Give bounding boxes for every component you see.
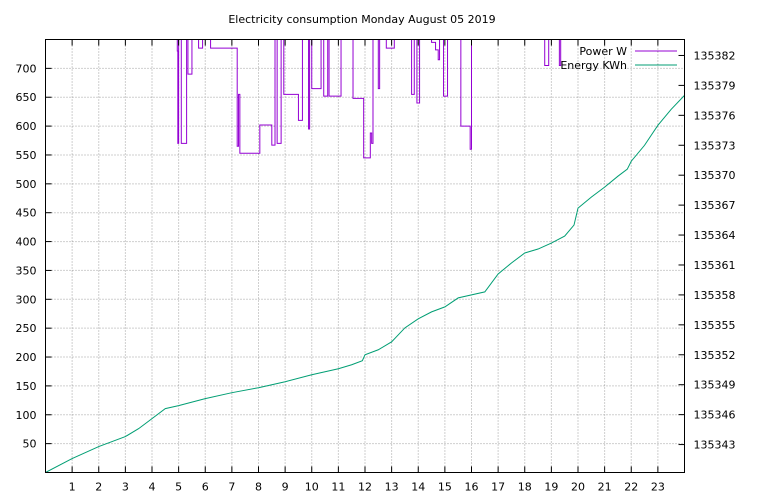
y-left-tick-label: 650	[16, 91, 37, 104]
y-left-tick-label: 500	[16, 178, 37, 191]
y-right-tick-label: 135355	[694, 319, 736, 332]
y-right-tick-label: 135349	[694, 379, 736, 392]
axes: 1 2 3 4 5 6 7 8 9 10 11 12 13 14 15 16 17 18 19 20 21 22 23501…	[16, 39, 736, 494]
x-tick-label: 9	[282, 481, 289, 494]
y-right-tick-label: 135379	[694, 79, 736, 92]
y-right-tick-label: 135373	[694, 139, 736, 152]
y-left-tick-label: 250	[16, 322, 37, 335]
y-left-tick-label: 450	[16, 207, 37, 220]
legend-label: Energy KWh	[560, 59, 627, 72]
x-tick-label: 23	[651, 481, 665, 494]
x-tick-label: 18	[518, 481, 532, 494]
x-tick-label: 15	[438, 481, 452, 494]
x-tick-label: 7	[228, 481, 235, 494]
y-right-tick-label: 135376	[694, 109, 736, 122]
y-left-tick-label: 700	[16, 62, 37, 75]
y-right-tick-label: 135352	[694, 349, 736, 362]
y-right-tick-label: 135382	[694, 49, 736, 62]
y-left-tick-label: 200	[16, 351, 37, 364]
y-left-tick-label: 400	[16, 236, 37, 249]
y-left-tick-label: 100	[16, 409, 37, 422]
x-tick-label: 12	[358, 481, 372, 494]
series-layer	[45, 39, 685, 473]
x-tick-label: 2	[95, 481, 102, 494]
y-right-tick-label: 135346	[694, 409, 736, 422]
x-tick-label: 21	[598, 481, 612, 494]
x-tick-label: 17	[491, 481, 505, 494]
x-tick-label: 6	[202, 481, 209, 494]
y-left-tick-label: 350	[16, 264, 37, 277]
y-right-tick-label: 135364	[694, 229, 736, 242]
x-tick-label: 22	[624, 481, 638, 494]
x-tick-label: 10	[305, 481, 319, 494]
y-left-tick-label: 50	[23, 438, 37, 451]
y-right-tick-label: 135358	[694, 289, 736, 302]
y-right-tick-label: 135370	[694, 169, 736, 182]
y-left-tick-label: 600	[16, 120, 37, 133]
x-tick-label: 11	[331, 481, 345, 494]
legend-label: Power W	[579, 45, 627, 58]
x-tick-label: 5	[175, 481, 182, 494]
chart-title: Electricity consumption Monday August 05…	[228, 13, 495, 26]
x-tick-label: 19	[544, 481, 558, 494]
x-tick-label: 20	[571, 481, 585, 494]
y-left-tick-label: 300	[16, 293, 37, 306]
x-tick-label: 4	[149, 481, 156, 494]
x-tick-label: 14	[411, 481, 425, 494]
y-right-tick-label: 135367	[694, 199, 736, 212]
series-line-power	[176, 39, 562, 159]
x-tick-label: 16	[465, 481, 479, 494]
y-left-tick-label: 150	[16, 380, 37, 393]
y-right-tick-label: 135343	[694, 439, 736, 452]
series-line-energy	[45, 95, 685, 473]
x-tick-label: 8	[255, 481, 262, 494]
grid-lines	[45, 39, 685, 473]
x-tick-label: 1	[69, 481, 76, 494]
y-right-tick-label: 135361	[694, 259, 736, 272]
x-tick-label: 3	[122, 481, 129, 494]
x-tick-label: 13	[385, 481, 399, 494]
y-left-tick-label: 550	[16, 149, 37, 162]
